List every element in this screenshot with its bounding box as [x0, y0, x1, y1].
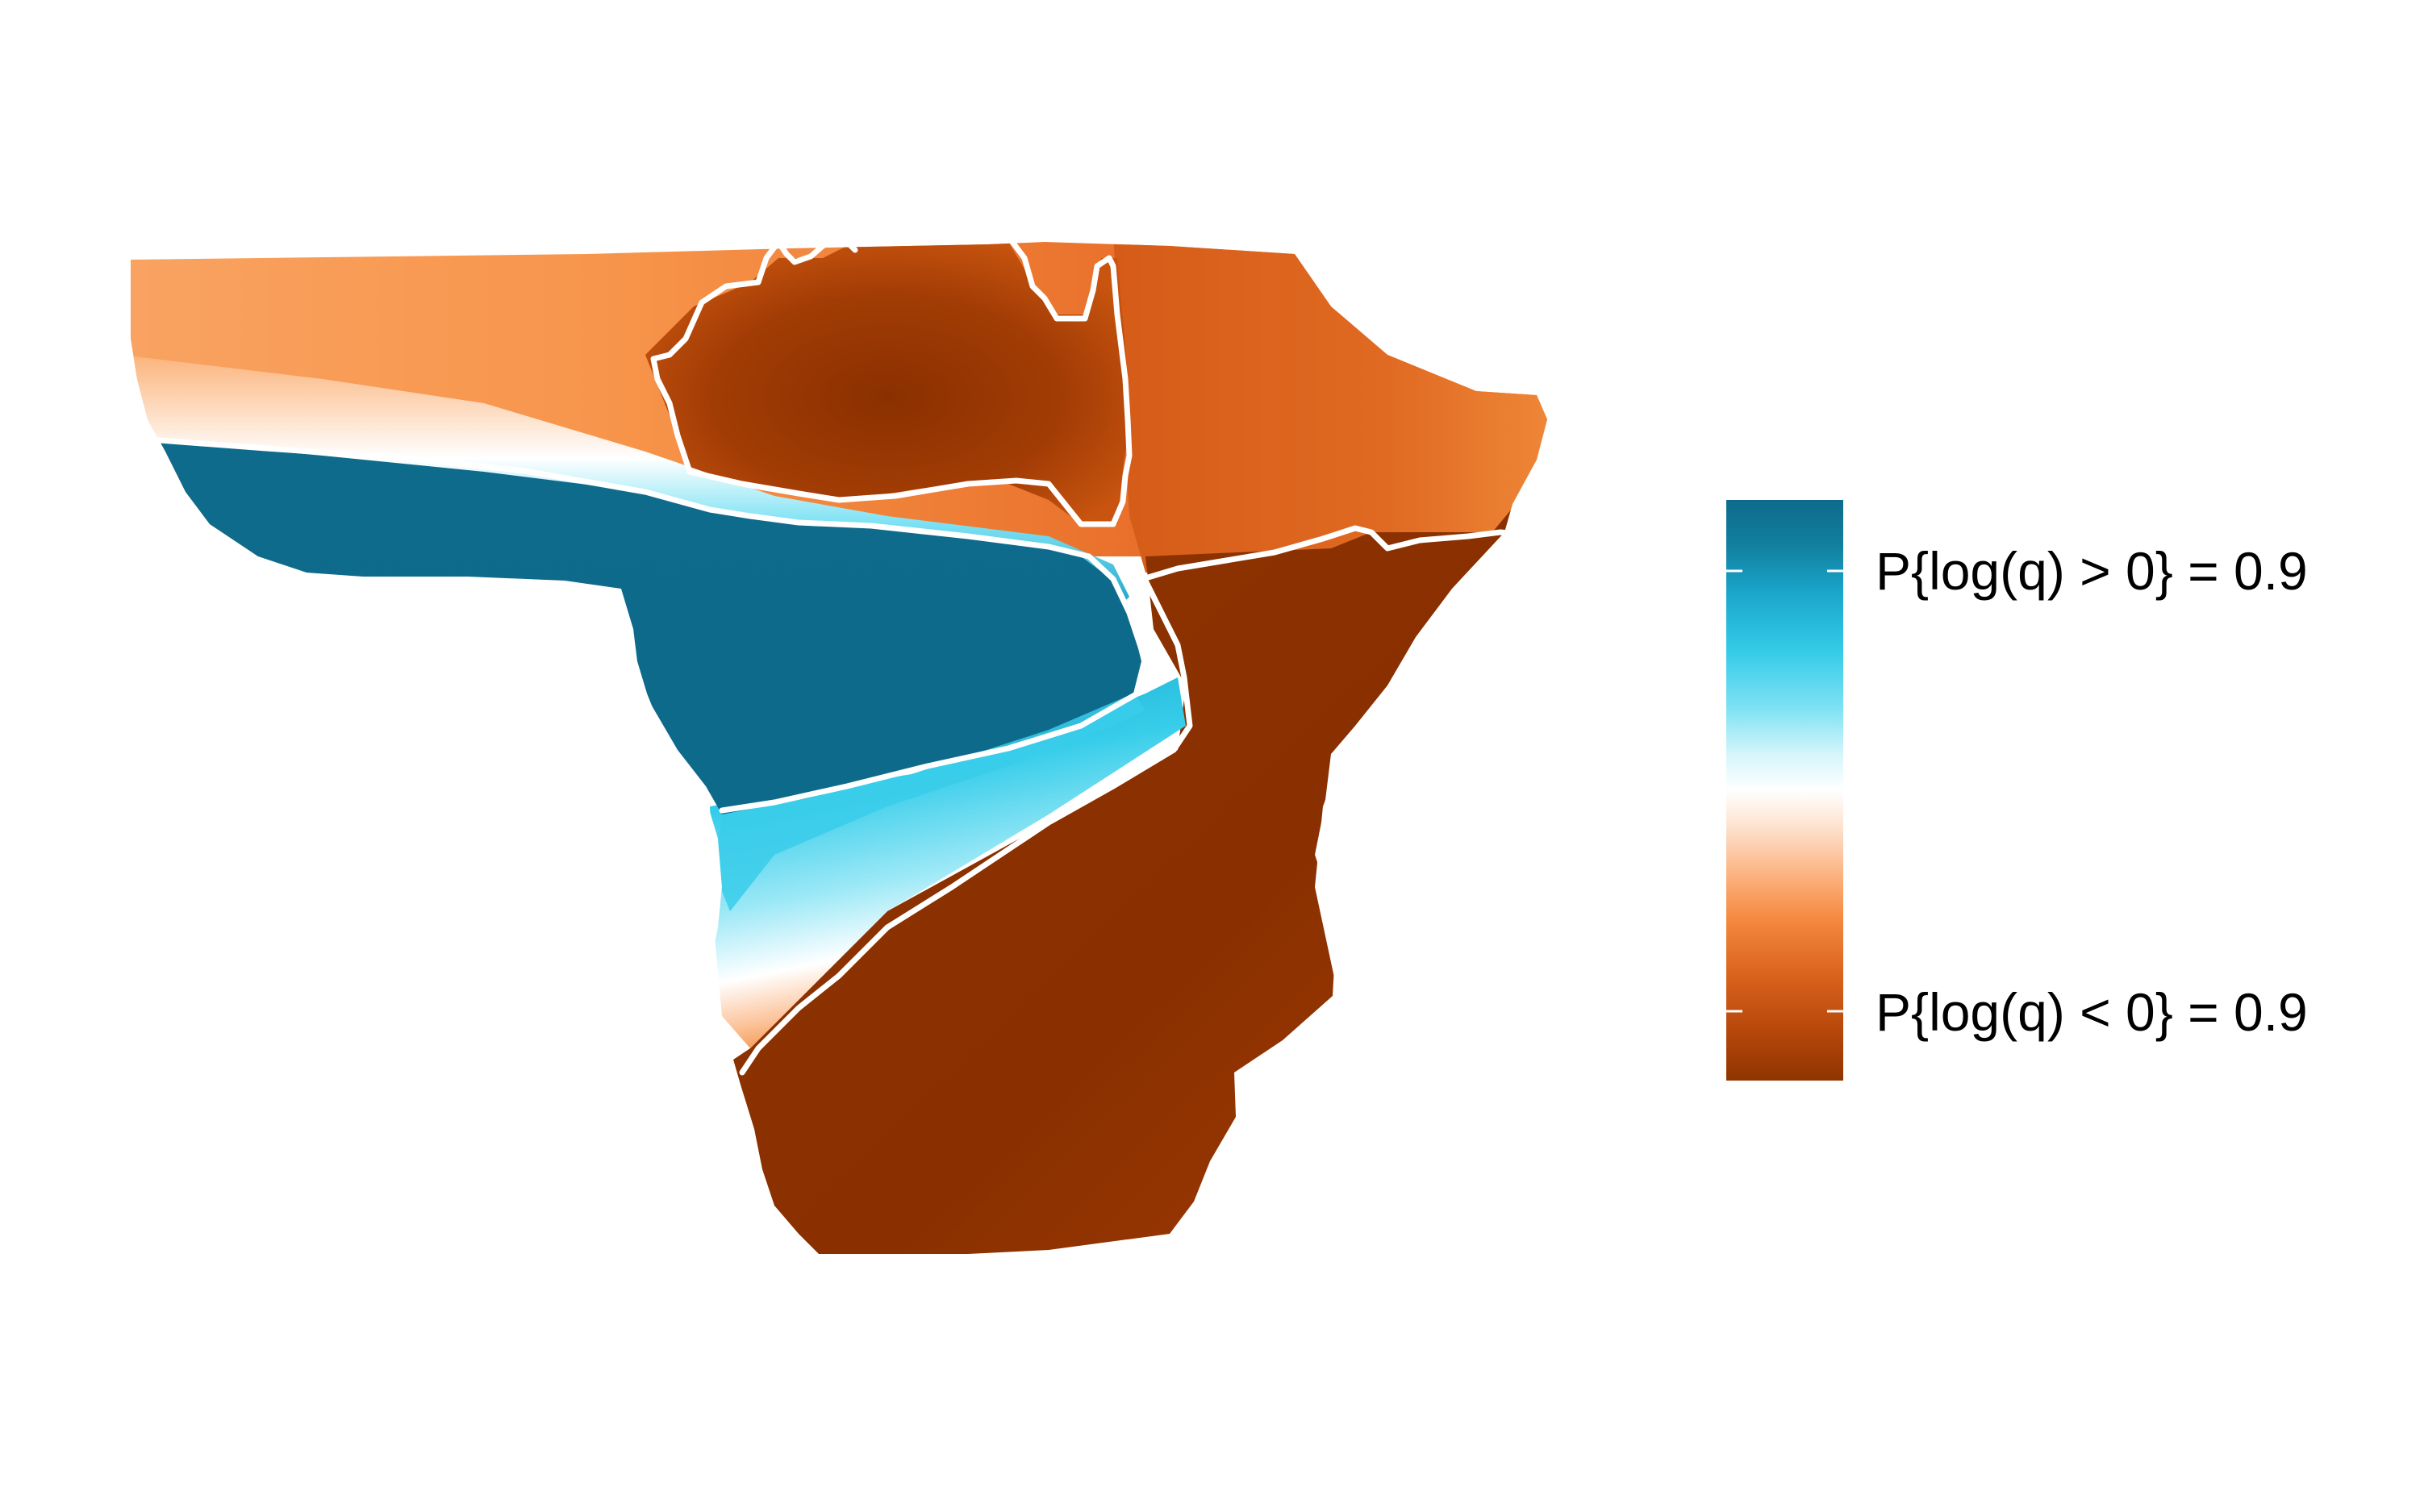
diagonal-boundary [739, 577, 1193, 1076]
legend-label-low: P{log(q) < 0} = 0.9 [1876, 982, 2308, 1042]
positive-zone-boundary [146, 436, 1149, 814]
boundary-lines [146, 239, 1520, 1076]
cyan-wedge [714, 694, 1145, 911]
south-region [726, 484, 1533, 1254]
africa-map [131, 242, 1547, 1254]
legend [1726, 500, 1843, 1081]
sahara-outline-west [650, 239, 858, 475]
sahara-region [645, 242, 1129, 524]
positive-zone [145, 439, 1141, 814]
sahara-outline-east [686, 239, 1133, 527]
transition-band [710, 677, 1186, 1048]
east-boundary [1134, 525, 1520, 584]
legend-label-high: P{log(q) > 0} = 0.9 [1876, 541, 2308, 601]
legend-colorbar [1726, 500, 1843, 1081]
